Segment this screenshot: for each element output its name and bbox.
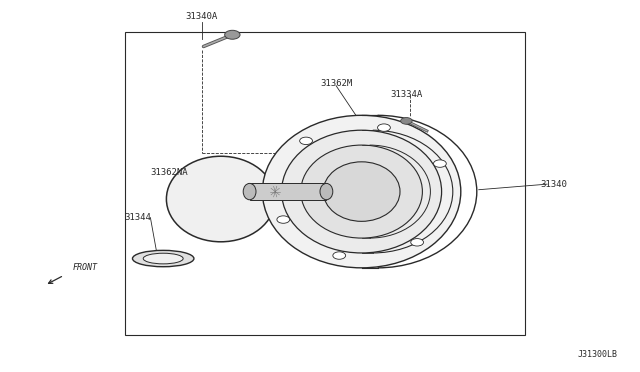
Text: 31344: 31344 bbox=[124, 213, 151, 222]
Ellipse shape bbox=[282, 130, 442, 253]
Text: 31334A: 31334A bbox=[390, 90, 422, 99]
Circle shape bbox=[411, 238, 424, 246]
Circle shape bbox=[277, 216, 290, 223]
Text: J31300LB: J31300LB bbox=[578, 350, 618, 359]
Circle shape bbox=[433, 160, 446, 167]
Circle shape bbox=[401, 118, 412, 124]
Bar bbox=[250, 183, 326, 200]
Ellipse shape bbox=[166, 156, 275, 242]
Ellipse shape bbox=[323, 162, 400, 221]
Ellipse shape bbox=[143, 253, 183, 264]
Text: FRONT: FRONT bbox=[72, 263, 97, 272]
Circle shape bbox=[300, 137, 312, 145]
Bar bbox=[125, 32, 525, 335]
Ellipse shape bbox=[132, 250, 194, 267]
Circle shape bbox=[378, 124, 390, 131]
Text: 31362NA: 31362NA bbox=[151, 169, 188, 177]
Circle shape bbox=[333, 252, 346, 259]
Ellipse shape bbox=[301, 145, 422, 238]
Circle shape bbox=[225, 30, 240, 39]
Ellipse shape bbox=[243, 183, 256, 200]
Text: 31340A: 31340A bbox=[186, 12, 218, 21]
Ellipse shape bbox=[320, 183, 333, 200]
Text: 31362M: 31362M bbox=[320, 79, 352, 88]
Ellipse shape bbox=[262, 115, 461, 268]
Text: 31340: 31340 bbox=[540, 180, 567, 189]
